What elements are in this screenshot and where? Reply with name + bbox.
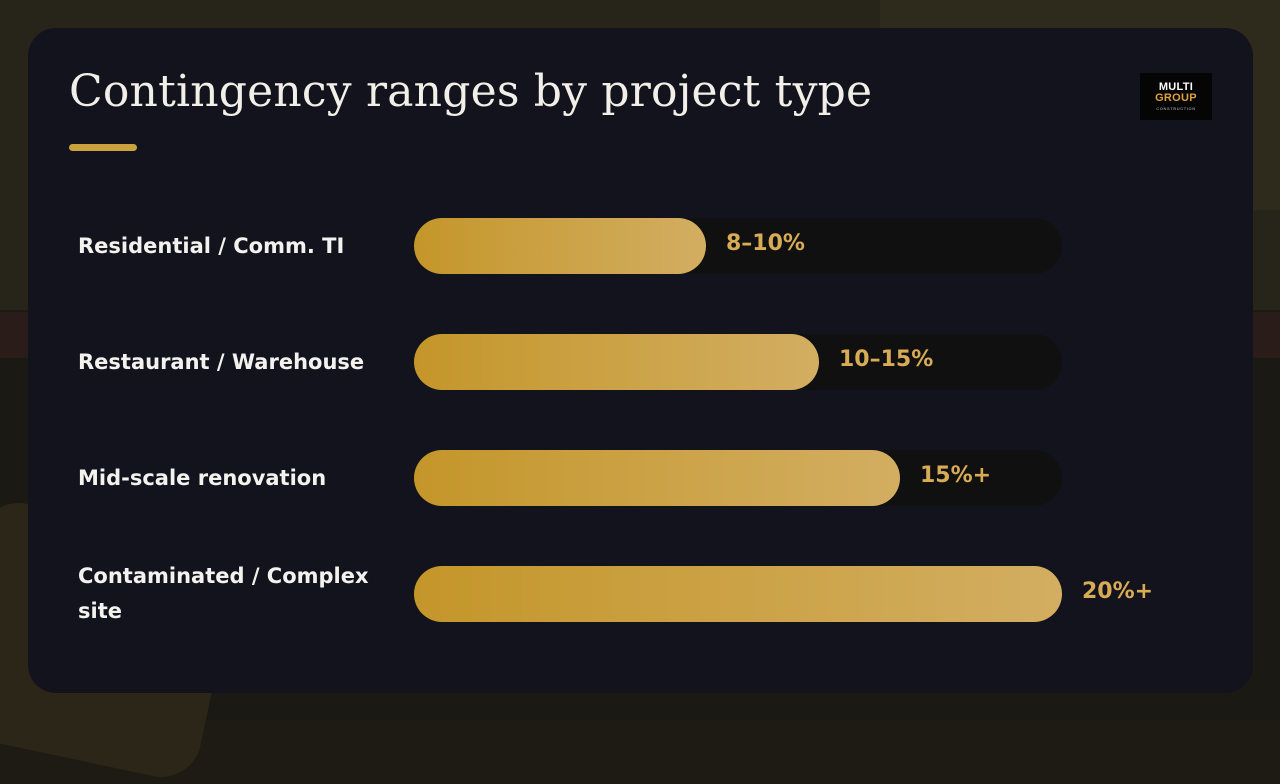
category-label: Contaminated / Complex site: [78, 564, 369, 623]
logo-text-tagline: CONSTRUCTION: [1156, 106, 1196, 111]
bar-fill: [414, 450, 900, 506]
category-label: Restaurant / Warehouse: [78, 349, 365, 374]
slide-title: Contingency ranges by project type: [69, 66, 873, 117]
title-underline: [69, 144, 137, 151]
bar-value-label: 20%+: [1082, 579, 1154, 604]
bar-value-label: 15%+: [920, 463, 992, 488]
bar-fill: [414, 218, 706, 274]
bar-fill: [414, 566, 1062, 622]
bar-track: [414, 566, 1062, 622]
logo-text-multi: MULTI: [1158, 81, 1194, 93]
bar-track: [414, 218, 1062, 274]
company-logo: MULTI GROUP CONSTRUCTION: [1140, 73, 1212, 120]
logo-text-group: GROUP: [1155, 92, 1197, 104]
category-label: Mid-scale renovation: [78, 465, 327, 490]
bar-fill: [414, 334, 819, 390]
bar-track: [414, 334, 1062, 390]
bar-value-label: 10–15%: [839, 347, 934, 372]
slide-card: Contingency ranges by project type MULTI…: [28, 28, 1253, 693]
bar-track: [414, 450, 1062, 506]
category-label: Residential / Comm. TI: [78, 233, 345, 258]
bar-value-label: 8–10%: [726, 231, 805, 256]
